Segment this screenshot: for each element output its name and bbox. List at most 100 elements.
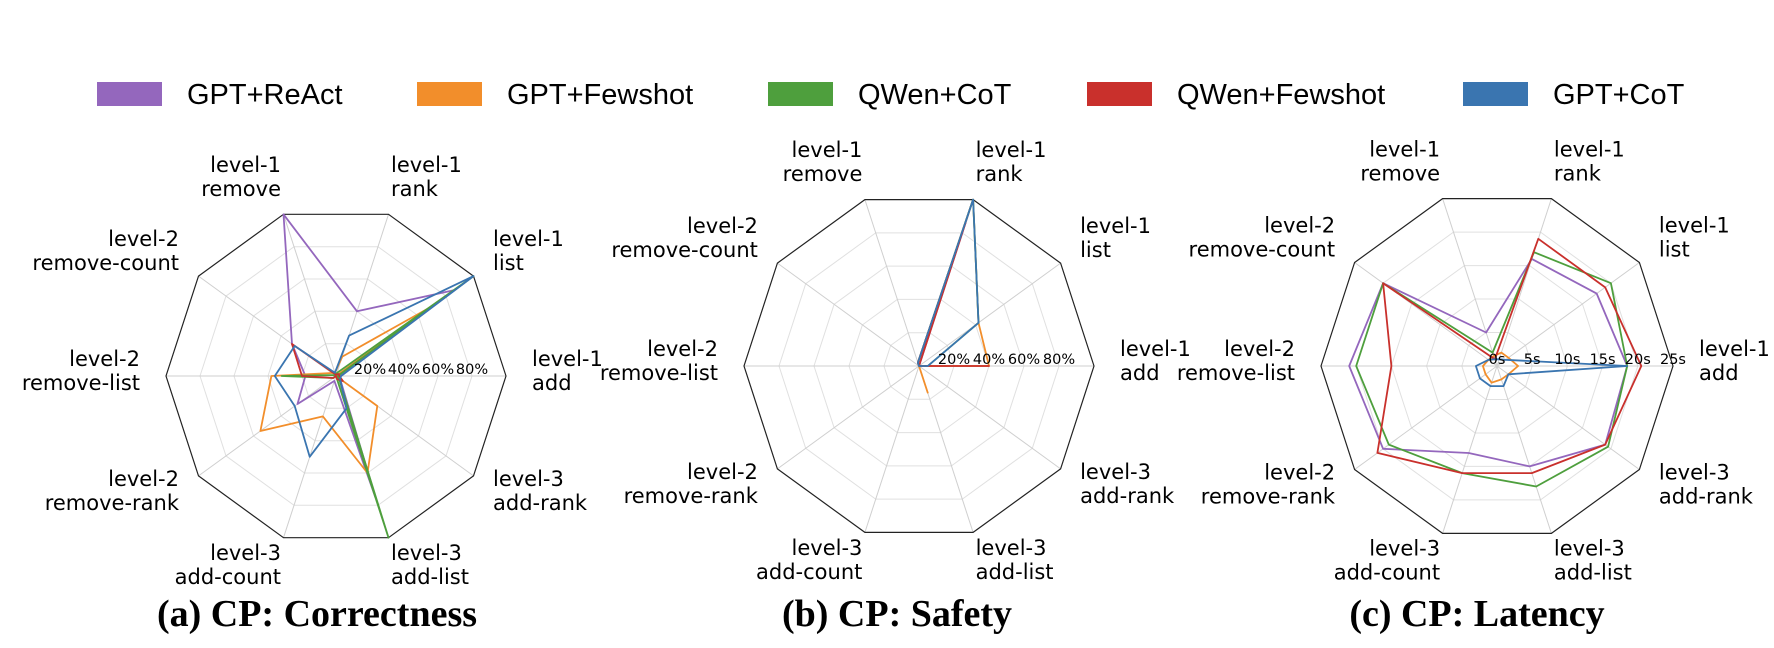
axis-label-line1: level-1 xyxy=(1369,137,1440,161)
axis-label: level-1 rank xyxy=(391,153,462,201)
axis-label-line1: level-2 xyxy=(108,227,179,251)
axis-label-line2: add-list xyxy=(1554,561,1632,585)
panel-caption: (a) CP: Correctness xyxy=(157,593,477,635)
axis-label: level-2 remove-count xyxy=(1189,214,1336,262)
axis-label: level-2 remove-rank xyxy=(1201,460,1336,508)
axis-label-line2: add-rank xyxy=(1080,484,1175,508)
axis-label: level-2 remove-list xyxy=(22,347,140,395)
axis-label-line2: add-list xyxy=(976,560,1054,584)
series-line-gpt-fewshot xyxy=(1482,351,1519,384)
axis-label: level-2 remove-count xyxy=(32,227,179,275)
axis-label: level-1 list xyxy=(493,227,564,275)
axis-label-line2: add-rank xyxy=(493,491,588,515)
axis-label-line1: level-3 xyxy=(210,541,281,565)
axis-label-line2: remove xyxy=(201,177,281,201)
axis-label: level-2 remove-rank xyxy=(45,467,180,515)
axis-label-line2: add xyxy=(1120,361,1160,385)
axis-label-line2: rank xyxy=(976,162,1024,186)
axis-label-line2: remove xyxy=(783,162,863,186)
legend-label: GPT+Fewshot xyxy=(507,79,693,111)
legend: GPT+ReAct GPT+Fewshot QWen+CoT QWen+Fewshot… xyxy=(97,79,1685,111)
legend-swatch xyxy=(97,82,162,106)
axis-label-line2: remove-count xyxy=(1189,238,1336,262)
axis-label-line2: add-count xyxy=(756,560,862,584)
axis-label: level-2 remove-count xyxy=(611,214,758,262)
grid-spoke xyxy=(1496,262,1640,367)
grid-spoke xyxy=(1354,262,1498,367)
outer-frame xyxy=(165,213,507,539)
radial-tick-label: 40% xyxy=(388,362,420,378)
axis-label-line1: level-2 xyxy=(647,337,718,361)
radial-tick-label: 15s xyxy=(1590,352,1616,368)
axis-label-line1: level-3 xyxy=(1080,460,1151,484)
axis-label-line2: add-count xyxy=(1334,561,1440,585)
axis-label: level-1 rank xyxy=(1554,137,1625,185)
axis-label-line1: level-1 xyxy=(1554,137,1625,161)
series-line-qwen-fewshot xyxy=(291,343,344,382)
axis-label-line2: list xyxy=(493,251,524,275)
series-line-gpt-react xyxy=(1348,257,1629,468)
grid-spoke xyxy=(1496,198,1552,367)
axis-label: level-3 add-rank xyxy=(1659,460,1754,508)
axis-label-line1: level-2 xyxy=(1224,337,1295,361)
series-line-qwen-cot xyxy=(1355,251,1629,488)
series-line-gpt-fewshot xyxy=(259,305,434,474)
grid-spoke xyxy=(1442,198,1498,367)
series-line-qwen-fewshot xyxy=(1376,237,1643,475)
axis-label-line1: level-2 xyxy=(69,347,140,371)
axis-label-line1: level-2 xyxy=(1264,460,1335,484)
axis-label-line2: rank xyxy=(391,177,439,201)
radial-tick-label: 10s xyxy=(1554,352,1580,368)
grid-spoke xyxy=(918,365,1061,470)
axis-label-line1: level-3 xyxy=(1369,537,1440,561)
grid-spoke xyxy=(283,214,337,377)
grid-spoke xyxy=(1496,365,1640,470)
axis-label: level-1 list xyxy=(1080,214,1151,262)
grid-spoke xyxy=(918,365,974,533)
series-line-gpt-cot xyxy=(917,198,980,367)
axis-label-line1: level-3 xyxy=(493,467,564,491)
axis-label: level-2 remove-list xyxy=(600,337,718,385)
grid-spoke xyxy=(1442,365,1498,534)
axis-label-line1: level-1 xyxy=(1120,337,1191,361)
series-line-gpt-cot xyxy=(273,275,475,458)
axis-label-line1: level-1 xyxy=(493,227,564,251)
legend-swatch xyxy=(417,82,482,106)
grid-spoke xyxy=(198,375,337,477)
axis-label-line1: level-1 xyxy=(792,138,863,162)
axis-label-line1: level-1 xyxy=(976,138,1047,162)
axis-label-line1: level-1 xyxy=(532,347,603,371)
grid-spoke xyxy=(777,262,920,367)
axis-label: level-3 add-count xyxy=(1334,537,1440,585)
axis-label: level-1 add xyxy=(532,347,603,395)
legend-label: QWen+CoT xyxy=(858,79,1012,111)
axis-label: level-2 remove-rank xyxy=(624,460,759,508)
outer-frame xyxy=(743,199,1095,534)
radial-tick-label: 20% xyxy=(354,362,386,378)
axis-label-line1: level-2 xyxy=(687,214,758,238)
grid-spoke xyxy=(1496,365,1552,534)
series-line-gpt-cot xyxy=(1475,358,1629,388)
axis-label-line2: list xyxy=(1659,238,1690,262)
radial-tick-label: 20s xyxy=(1625,352,1651,368)
axis-label: level-1 remove xyxy=(201,153,281,201)
grid-spoke xyxy=(777,365,920,470)
axis-label-line2: add xyxy=(532,371,572,395)
axis-label-line1: level-3 xyxy=(792,536,863,560)
radial-tick-label: 40% xyxy=(973,352,1005,368)
legend-label: GPT+ReAct xyxy=(187,79,343,111)
axis-label-line2: add-list xyxy=(391,565,469,589)
axis-label: level-1 remove xyxy=(783,138,863,186)
axis-label-line1: level-2 xyxy=(687,460,758,484)
axis-label-line1: level-3 xyxy=(391,541,462,565)
axis-label: level-1 add xyxy=(1120,337,1191,385)
axis-label-line2: add-rank xyxy=(1659,484,1754,508)
axis-label: level-1 list xyxy=(1659,214,1730,262)
axis-label-line2: remove-list xyxy=(600,361,718,385)
axis-label-line2: remove-count xyxy=(32,251,179,275)
axis-label-line2: remove-list xyxy=(1177,361,1295,385)
